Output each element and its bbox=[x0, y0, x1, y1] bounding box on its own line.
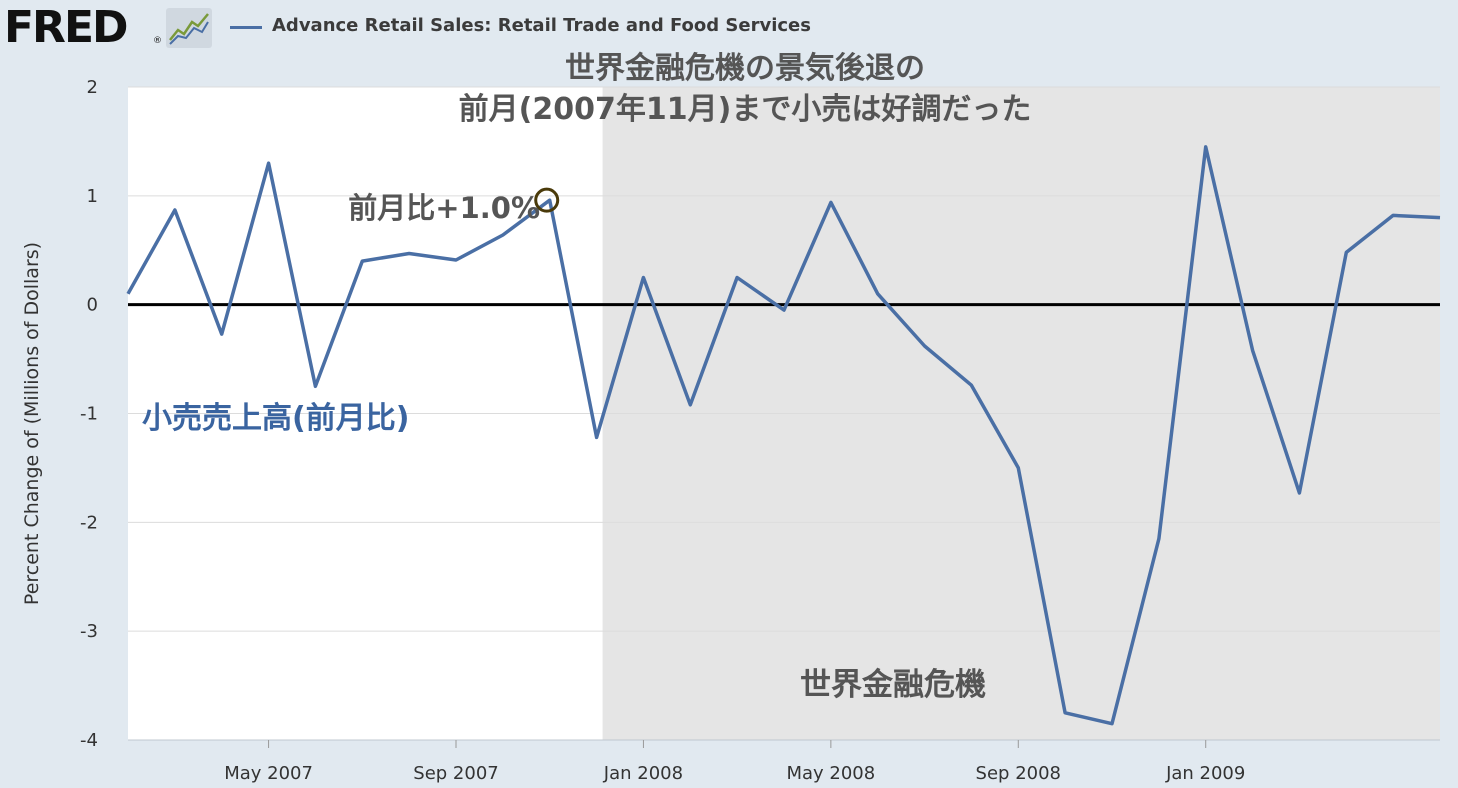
annotation-title-line2: 前月(2007年11月)まで小売は好調だった bbox=[459, 92, 1032, 127]
y-tick-label: -1 bbox=[80, 404, 98, 425]
series-line bbox=[126, 145, 1441, 726]
y-tick-label: -4 bbox=[80, 730, 98, 751]
x-tick-label: Sep 2007 bbox=[413, 763, 498, 784]
y-tick-label: -2 bbox=[80, 512, 98, 533]
annotation-peak-label: 前月比+1.0% bbox=[348, 191, 540, 225]
fred-logo[interactable]: FRED bbox=[4, 2, 129, 53]
y-tick-label: 0 bbox=[87, 295, 98, 316]
fred-registered-mark: ® bbox=[153, 36, 162, 46]
x-tick-label: Sep 2008 bbox=[976, 763, 1061, 784]
legend-label: Advance Retail Sales: Retail Trade and F… bbox=[272, 15, 811, 36]
x-tick-label: Jan 2008 bbox=[603, 763, 683, 784]
line-graph-icon bbox=[166, 8, 212, 48]
highlight-circle bbox=[534, 187, 560, 213]
y-axis-title: Percent Change of (Millions of Dollars) bbox=[21, 242, 43, 605]
y-tick-label: 2 bbox=[87, 77, 98, 98]
annotation-series-label: 小売売上高(前月比) bbox=[142, 401, 409, 436]
x-tick-label: Jan 2009 bbox=[1165, 763, 1245, 784]
legend-swatch bbox=[230, 26, 262, 29]
annotation-recession-label: 世界金融危機 bbox=[800, 667, 986, 703]
x-tick-label: May 2008 bbox=[786, 763, 875, 784]
annotation-title-line1: 世界金融危機の景気後退の bbox=[565, 51, 925, 86]
y-tick-label: 1 bbox=[87, 186, 98, 207]
y-tick-label: -3 bbox=[80, 621, 98, 642]
x-tick-label: May 2007 bbox=[224, 763, 313, 784]
header: FRED ® Advance Retail Sales: Retail Trad… bbox=[0, 0, 1458, 60]
